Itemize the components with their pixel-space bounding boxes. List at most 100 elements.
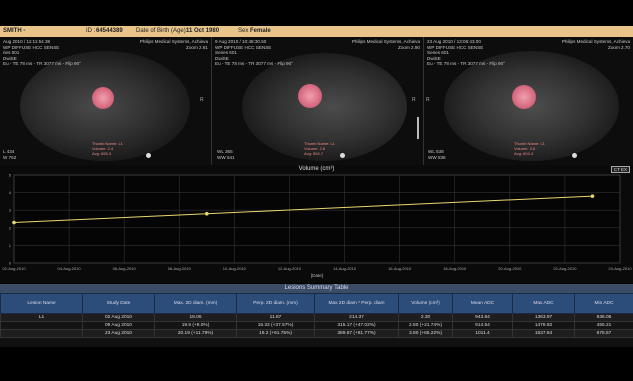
table-cell: 214.37 bbox=[314, 313, 399, 322]
table-row[interactable]: 23 Aug 2010 20.19 (+11.79%) 19.2 (+61.75… bbox=[0, 329, 633, 338]
table-cell: 914.54 bbox=[452, 321, 513, 330]
orientation-marker: R bbox=[200, 97, 204, 103]
table-cell bbox=[0, 321, 83, 330]
viewport-header-right: Philips Medical Systems, Achieva Zoom 2.9… bbox=[351, 39, 420, 50]
mri-viewport-3[interactable]: 23 Aug 2010 / 13:06:43.00 WP DIFFUSE HCC … bbox=[424, 37, 633, 165]
x-tick-label: 22-Aug-2010 bbox=[553, 266, 577, 271]
viewport-header-left: 9 Aug 2010 / 10:48:30.50 WP DIFFUSE HCC S… bbox=[215, 39, 293, 67]
patient-id: 64544389 bbox=[96, 28, 123, 34]
volume-data-point bbox=[12, 220, 16, 225]
orientation-marker: R bbox=[426, 97, 430, 103]
x-tick-label: 20-Aug-2010 bbox=[498, 266, 522, 271]
x-tick-label: 12-Aug-2010 bbox=[278, 266, 302, 271]
mri-viewport-2[interactable]: 9 Aug 2010 / 10:48:30.50 WP DIFFUSE HCC S… bbox=[212, 37, 424, 165]
table-cell: 1011.4 bbox=[452, 329, 513, 338]
x-tick-label: 04-Aug-2010 bbox=[58, 266, 82, 271]
lesions-summary-panel: Lesions Summary Table Lesion Name Study … bbox=[0, 284, 633, 347]
column-header[interactable]: Max ADC bbox=[512, 293, 575, 314]
y-tick-label: 1 bbox=[9, 243, 12, 248]
column-header[interactable]: Perp. 2D diam. (mm) bbox=[236, 293, 315, 314]
mri-viewer-row: Aug 2010 / 11:11:54.38 WP DIFFUSE HCC SEN… bbox=[0, 37, 633, 165]
viewport-header-left: Aug 2010 / 11:11:54.38 WP DIFFUSE HCC SEN… bbox=[3, 39, 81, 67]
table-cell: 943.84 bbox=[452, 313, 513, 322]
lesion-highlight bbox=[512, 85, 536, 109]
column-header[interactable]: Mean ADC bbox=[452, 293, 513, 314]
column-header[interactable]: Lesion Name bbox=[0, 293, 83, 314]
liver-image bbox=[242, 53, 407, 161]
lesion-highlight bbox=[92, 87, 114, 109]
table-cell: 1363.97 bbox=[512, 313, 575, 322]
viewport-header-right: Philips Medical Systems, Achieva Zoom 2.8… bbox=[139, 39, 208, 50]
table-header-row: Lesion Name Study Date Max. 2D diam. (mm… bbox=[0, 293, 633, 314]
roi-stats: Thumb Name: L1 Volume: 2.4 Avg: 655.3 bbox=[92, 141, 123, 156]
x-tick-label: 08-Aug-2010 bbox=[168, 266, 192, 271]
lesions-summary-table: Lesion Name Study Date Max. 2D diam. (mm… bbox=[0, 293, 633, 338]
x-tick-label: 02-Aug-2010 bbox=[2, 266, 26, 271]
mri-viewport-1[interactable]: Aug 2010 / 11:11:54.38 WP DIFFUSE HCC SEN… bbox=[0, 37, 212, 165]
table-cell: 16.33 (+37.57%) bbox=[236, 321, 315, 330]
x-tick-label: 14-Aug-2010 bbox=[333, 266, 357, 271]
lesion-highlight bbox=[298, 84, 322, 108]
x-tick-label: 16-Aug-2010 bbox=[388, 266, 412, 271]
table-cell: 23 Aug 2010 bbox=[82, 329, 155, 338]
table-cell: 455.21 bbox=[574, 321, 633, 330]
table-cell: 11.87 bbox=[236, 313, 315, 322]
window-level: WL 538 WW 836 bbox=[428, 149, 446, 160]
sex-label: Sex : bbox=[238, 28, 252, 34]
sex-value: Female bbox=[250, 28, 271, 34]
table-cell: 389.67 (+81.77%) bbox=[314, 329, 399, 338]
table-cell: 19.2 (+61.75%) bbox=[236, 329, 315, 338]
table-cell: L1 bbox=[0, 313, 83, 322]
table-cell: 19.5 (+8.0%) bbox=[154, 321, 237, 330]
vessel-spot bbox=[340, 153, 345, 158]
x-tick-label: 10-Aug-2010 bbox=[223, 266, 247, 271]
table-cell: 315.17 (+47.02%) bbox=[314, 321, 399, 330]
table-row[interactable]: L1 02 Aug 2010 18.06 11.87 214.37 2.30 9… bbox=[0, 313, 633, 322]
table-cell: 2.80 (+21.74%) bbox=[398, 321, 453, 330]
table-cell: 02 Aug 2010 bbox=[82, 313, 155, 322]
table-cell: 2.30 bbox=[398, 313, 453, 322]
dob-label: Date of Birth (Age): bbox=[136, 28, 188, 34]
column-header[interactable]: Max. 2D diam. (mm) bbox=[154, 293, 237, 314]
window-level: L 434 W 762 bbox=[3, 149, 17, 160]
table-cell bbox=[0, 329, 83, 338]
y-tick-label: 4 bbox=[9, 190, 12, 195]
table-cell: 636.06 bbox=[574, 313, 633, 322]
volume-line-chart: 02-Aug-2010 04-Aug-2010 06-Aug-2010 08-Aug-… bbox=[2, 173, 632, 279]
table-cell: 1478.82 bbox=[512, 321, 575, 330]
y-tick-label: 5 bbox=[9, 173, 12, 178]
x-tick-label: 06-Aug-2010 bbox=[113, 266, 137, 271]
table-cell: 20.19 (+11.79%) bbox=[154, 329, 237, 338]
column-header[interactable]: Study Date bbox=[82, 293, 155, 314]
orientation-marker: R bbox=[412, 97, 416, 103]
y-tick-label: 0 bbox=[9, 261, 12, 266]
window-level: WL 365 WW 641 bbox=[217, 149, 235, 160]
viewport-header-right: Philips Medical Systems, Achieva Zoom 2.7… bbox=[561, 39, 630, 50]
volume-data-point bbox=[590, 194, 595, 198]
x-axis-label: [Date] bbox=[311, 273, 323, 278]
table-cell: 1537.64 bbox=[512, 329, 575, 338]
chart-title: Volume (cm³) bbox=[298, 166, 335, 172]
x-tick-label: 24-Aug-2010 bbox=[608, 266, 632, 271]
chart-export-button[interactable]: CT EX bbox=[610, 166, 630, 173]
roi-stats: Thumb Name: L1 Volume: 3.8 Avg: 603.4 bbox=[514, 141, 545, 156]
table-cell: 09 Aug 2010 bbox=[82, 321, 155, 330]
column-header[interactable]: Max 2D diam * Perp. diam bbox=[314, 293, 399, 314]
vessel-spot bbox=[146, 153, 151, 158]
dob-value: 11 Oct 1980 bbox=[186, 28, 220, 34]
table-cell: 18.06 bbox=[154, 313, 237, 322]
patient-name: SMITH - bbox=[3, 28, 26, 34]
y-tick-label: 3 bbox=[9, 208, 12, 213]
column-header[interactable]: Volume (cm³) bbox=[398, 293, 453, 314]
table-cell: 675.57 bbox=[574, 329, 633, 338]
viewport-header-left: 23 Aug 2010 / 13:06:43.00 WP DIFFUSE HCC … bbox=[427, 39, 505, 67]
column-header[interactable]: Min ADC bbox=[574, 293, 633, 314]
table-cell: 3.80 (+65.22%) bbox=[398, 329, 453, 338]
volume-data-point bbox=[205, 211, 209, 216]
scale-bar bbox=[417, 117, 419, 139]
y-tick-label: 2 bbox=[9, 225, 12, 230]
volume-chart-panel: Volume (cm³) CT EX 02-Aug-2010 04-Aug-201… bbox=[0, 165, 633, 283]
patient-id-label: ID : bbox=[86, 28, 96, 34]
summary-table-title: Lesions Summary Table bbox=[0, 284, 633, 293]
table-row[interactable]: 09 Aug 2010 19.5 (+8.0%) 16.33 (+37.57%)… bbox=[0, 321, 633, 330]
